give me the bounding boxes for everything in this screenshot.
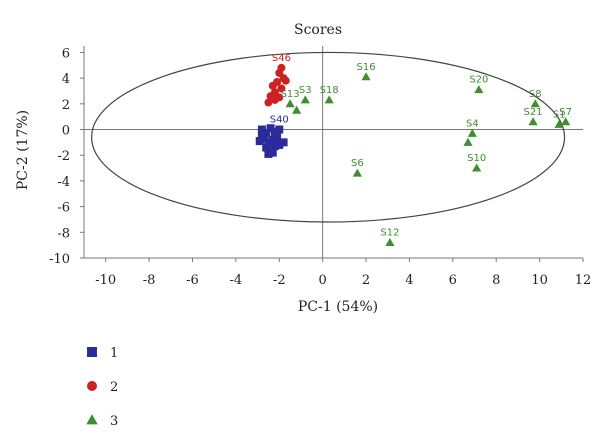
point-label: S4 [466,118,479,129]
x-tick-label: -10 [95,273,116,288]
series-1-point [279,138,288,147]
y-tick-label: -6 [57,201,70,216]
series-3-point [352,168,362,177]
y-tick-label: -2 [57,149,70,164]
series-1-point [262,129,271,138]
series-1-point [268,148,277,157]
series-1-point [270,142,279,151]
x-tick-label: -4 [230,273,243,288]
series-3-point [467,128,477,137]
legend-marker-2 [87,381,97,391]
x-tick-label: 0 [319,273,327,288]
series-1-point [257,125,266,134]
axes: -10 -8 -6 -4 -2 0 2 4 6 8 10 12 -10 -8 -6 -4 -2 0 2 4 6 [49,46,591,288]
y-tick-label: -4 [57,175,70,190]
series-1-point [273,133,282,142]
series-2-point [264,98,273,107]
series-3-point [361,72,371,81]
x-tick-label: 6 [449,273,457,288]
series-3-point [472,163,482,172]
series-2-point [277,84,286,93]
points-layer [255,63,571,247]
series-1-point [264,138,273,147]
x-tick-label: 2 [362,273,370,288]
series-3-point [463,137,473,146]
series-1-point [270,128,279,137]
confidence-ellipse-layer [90,51,566,223]
x-tick-label: 4 [405,273,413,288]
x-axis-label: PC-1 (54%) [298,299,378,315]
x-tick-label: -2 [273,273,286,288]
point-label: S18 [320,85,339,96]
point-label: S1 [553,109,566,120]
point-label: S10 [467,153,486,164]
point-label: S40 [270,115,289,126]
point-label: S7 [559,107,572,118]
series-3-point [285,99,295,108]
point-label: S6 [351,158,364,169]
y-tick-label: -10 [49,252,70,267]
x-tick-label: 8 [492,273,500,288]
series-3-point [385,237,395,247]
legend-marker-3 [86,414,98,425]
series-2-point [281,76,290,85]
y-tick-label: 0 [62,124,70,139]
confidence-ellipse [90,51,566,223]
point-label: S3 [299,85,312,96]
series-3-point [528,117,538,126]
x-tick-label: 12 [575,273,592,288]
x-tick-label: -8 [143,273,156,288]
point-label: S21 [524,107,543,118]
series-3-point [474,85,484,94]
y-tick-label: -8 [57,226,70,241]
series-1-point [255,137,264,146]
legend-label-1: 1 [110,346,118,361]
series-1-point [268,135,277,144]
point-label: S12 [380,228,399,239]
legend-label-3: 3 [110,414,118,429]
series-1-point [262,143,271,152]
series-3-point [554,119,564,128]
x-tick-label: -6 [186,273,199,288]
series-3-point [292,105,302,114]
y-axis-label: PC-2 (17%) [15,110,31,190]
y-tick-label: 2 [62,98,70,113]
legend: 1 2 3 [86,346,118,429]
series-2-point [268,81,277,90]
series-3-point [530,99,540,108]
point-label: S13 [281,89,300,100]
series-1-point [275,125,284,134]
legend-marker-1 [87,347,97,357]
series-3-point [561,117,571,126]
series-1-point [257,130,266,139]
series-3-point [300,95,310,104]
point-label: S46 [272,53,291,64]
point-label: S20 [469,75,488,86]
series-1-point [275,140,284,149]
y-tick-label: 6 [62,46,70,61]
series-2-point [270,95,279,104]
y-tick-label: 4 [62,72,70,87]
point-label: S8 [529,89,542,100]
series-1-point [264,149,273,158]
series-1-point [266,124,275,133]
chart-title: Scores [294,22,342,38]
point-label: S16 [357,62,376,73]
legend-label-2: 2 [110,380,118,395]
series-3-point [324,95,334,104]
x-tick-label: 10 [531,273,548,288]
